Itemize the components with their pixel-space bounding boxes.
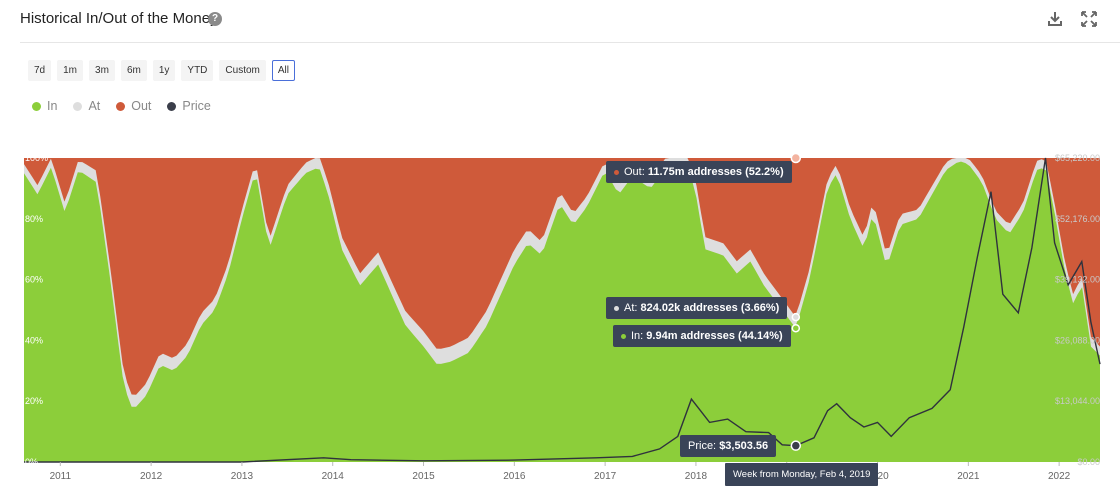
y-right-tick: $65,220.00 xyxy=(1055,153,1100,163)
range-btn-all[interactable]: All xyxy=(271,60,295,81)
legend-label-price: Price xyxy=(182,99,211,113)
tooltip-in-label: In: xyxy=(631,330,644,342)
at-marker xyxy=(791,312,801,322)
tooltip-at-value: 824.02k addresses (3.66%) xyxy=(640,302,780,314)
legend-label-at: At xyxy=(88,99,101,113)
tooltip-out-value: 11.75m addresses (52.2%) xyxy=(647,166,784,178)
legend-item-price[interactable]: Price xyxy=(167,99,211,113)
y-left-tick: 0% xyxy=(25,457,38,467)
x-tick-label: 2018 xyxy=(685,471,708,482)
range-selector: 7d 1m 3m 6m 1y YTD Custom All xyxy=(28,60,295,81)
legend-dot-price xyxy=(167,101,177,111)
chart-legend: In At Out Price xyxy=(32,99,211,113)
range-btn-6m[interactable]: 6m xyxy=(120,60,147,81)
y-left-tick: 20% xyxy=(25,396,43,406)
legend-dot-out xyxy=(116,101,126,111)
y-right-tick: $39,132.00 xyxy=(1055,275,1100,285)
range-btn-ytd[interactable]: YTD xyxy=(181,60,214,81)
legend-item-out[interactable]: Out xyxy=(116,99,151,113)
y-right-tick: $13,044.00 xyxy=(1055,396,1100,406)
x-tick-label: 2022 xyxy=(1048,471,1071,482)
help-icon[interactable]: ? xyxy=(208,12,222,26)
legend-label-in: In xyxy=(47,99,58,113)
out-marker xyxy=(790,152,802,164)
tooltip-in: In: 9.94m addresses (44.14%) xyxy=(613,325,791,347)
price-marker xyxy=(790,440,802,451)
x-tick-label: 2011 xyxy=(50,471,72,482)
range-btn-3m[interactable]: 3m xyxy=(89,60,115,81)
tooltip-date: Week from Monday, Feb 4, 2019 xyxy=(725,463,879,486)
range-btn-7d[interactable]: 7d xyxy=(28,60,52,81)
y-right-tick: $0.00 xyxy=(1077,457,1100,467)
x-tick-label: 2013 xyxy=(231,471,254,482)
x-tick-label: 2021 xyxy=(957,471,980,482)
tooltip-at: At: 824.02k addresses (3.66%) xyxy=(606,297,788,319)
tooltip-out-dot xyxy=(614,169,619,175)
expand-icon[interactable] xyxy=(1080,10,1098,28)
x-tick-label: 2014 xyxy=(322,471,345,482)
tooltip-out-label: Out: xyxy=(624,166,645,178)
in-area xyxy=(24,161,1100,462)
y-right-tick: $52,176.00 xyxy=(1055,214,1100,224)
legend-dot-at xyxy=(73,101,83,111)
tooltip-price: Price: $3,503.56 xyxy=(680,435,777,457)
tooltip-at-label: At: xyxy=(624,302,638,314)
y-left-tick: 60% xyxy=(25,275,43,285)
header-divider xyxy=(20,42,1120,43)
legend-label-out: Out xyxy=(131,99,152,113)
legend-item-at[interactable]: At xyxy=(73,99,100,113)
page-title: Historical In/Out of the Money xyxy=(20,10,218,27)
tooltip-price-label: Price: xyxy=(688,440,717,452)
x-tick-label: 2017 xyxy=(594,471,617,482)
download-icon[interactable] xyxy=(1046,10,1064,28)
range-btn-custom[interactable]: Custom xyxy=(219,60,266,81)
tooltip-out: Out: 11.75m addresses (52.2%) xyxy=(606,161,792,183)
tooltip-price-value: $3,503.56 xyxy=(719,440,769,452)
in-marker xyxy=(791,323,801,333)
tooltip-in-dot xyxy=(621,333,626,339)
x-tick-label: 2012 xyxy=(140,471,163,482)
y-left-tick: 40% xyxy=(25,335,43,345)
y-left-tick: 100% xyxy=(25,153,48,163)
x-tick-label: 2016 xyxy=(503,471,526,482)
tooltip-at-dot xyxy=(614,305,619,311)
price-line xyxy=(24,157,1101,463)
y-right-tick: $26,088.00 xyxy=(1055,335,1100,345)
tooltip-in-value: 9.94m addresses (44.14%) xyxy=(646,330,783,342)
legend-dot-in xyxy=(32,101,41,111)
x-tick-label: 2015 xyxy=(412,471,435,482)
range-btn-1m[interactable]: 1m xyxy=(57,60,84,81)
range-btn-1y[interactable]: 1y xyxy=(152,60,176,81)
y-left-tick: 80% xyxy=(25,214,43,224)
legend-item-in[interactable]: In xyxy=(32,99,57,113)
